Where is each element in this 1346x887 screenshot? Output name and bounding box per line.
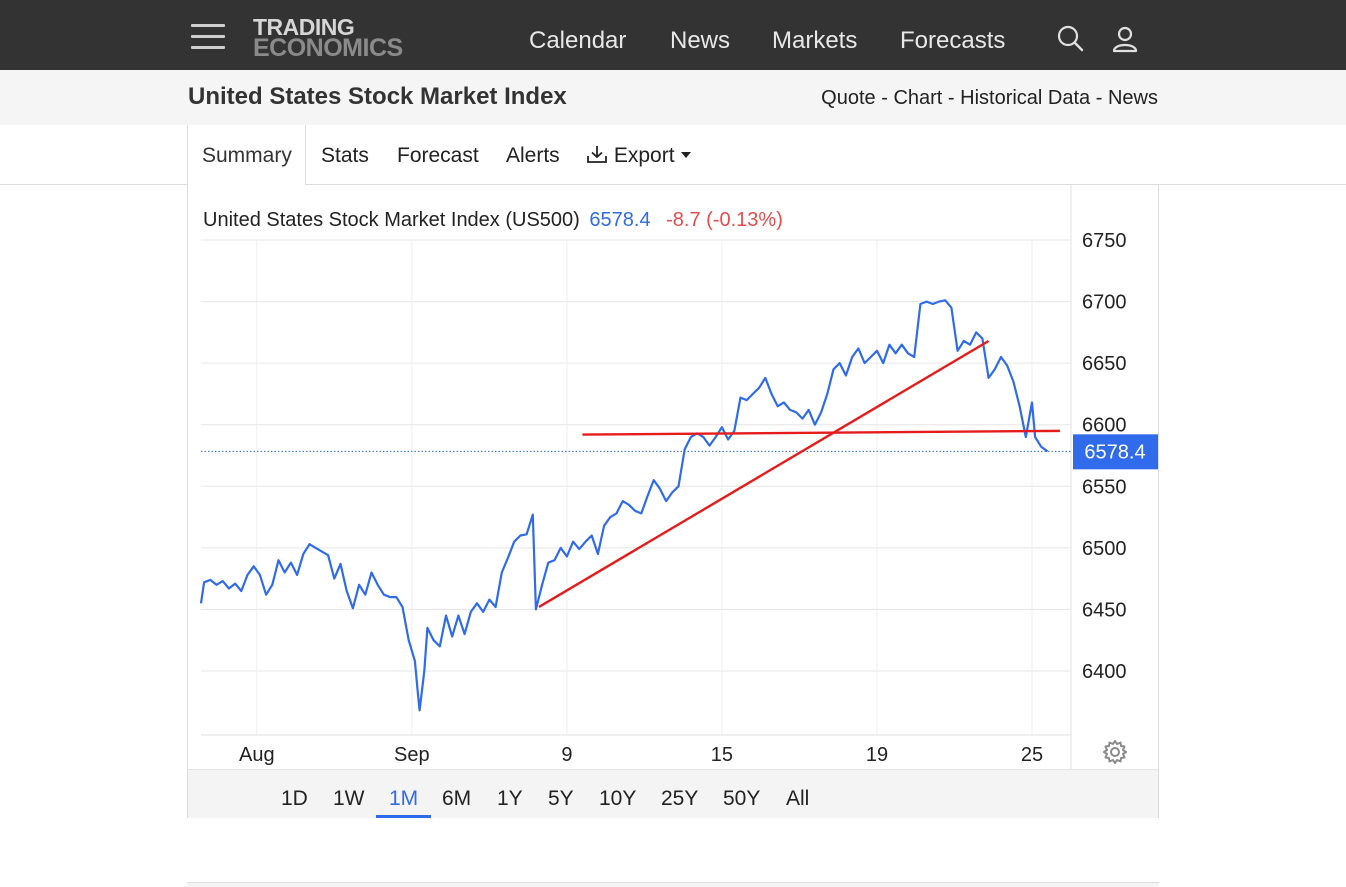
tab-stats[interactable]: Stats	[321, 144, 369, 167]
range-all[interactable]: All	[786, 787, 810, 810]
tab-alerts[interactable]: Alerts	[506, 144, 560, 167]
next-section-edge	[187, 882, 1159, 887]
x-tick-label: 19	[866, 744, 888, 766]
range-1m[interactable]: 1M	[389, 787, 419, 810]
tab-export[interactable]: Export	[586, 144, 692, 168]
range-active-underline	[376, 815, 431, 818]
x-tick-label: Sep	[394, 744, 430, 766]
last-value-label: 6578.4	[1084, 441, 1145, 463]
user-icon[interactable]	[1110, 24, 1140, 54]
range-bar	[188, 769, 1158, 818]
y-axis: 6400 6450 6500 6550 6600 6650 6700 6750	[1082, 230, 1127, 683]
chart-header: United States Stock Market Index (US500)…	[203, 209, 783, 232]
range-6m[interactable]: 6M	[442, 787, 472, 810]
y-tick-label: 6600	[1082, 415, 1127, 437]
chart-price: 6578.4	[589, 209, 651, 231]
range-50y[interactable]: 50Y	[723, 787, 761, 810]
chart-title: United States Stock Market Index (US500)	[203, 209, 580, 231]
tab-summary[interactable]: Summary	[202, 144, 292, 167]
logo-line2: ECONOMICS	[253, 34, 403, 62]
range-5y[interactable]: 5Y	[548, 787, 574, 810]
tab-forecast[interactable]: Forecast	[397, 144, 479, 167]
crumb-sep: -	[947, 87, 955, 109]
y-tick-label: 6650	[1082, 353, 1127, 375]
nav-news[interactable]: News	[670, 27, 731, 54]
chart-change: -8.7 (-0.13%)	[666, 209, 783, 231]
hamburger-menu-icon[interactable]	[191, 24, 225, 52]
breadcrumb: Quote - Chart - Historical Data - News	[821, 87, 1158, 110]
crumb-historical-data[interactable]: Historical Data	[960, 87, 1091, 109]
x-tick-label: 15	[711, 744, 733, 766]
range-1w[interactable]: 1W	[333, 787, 365, 810]
x-tick-label: 9	[561, 744, 572, 766]
search-icon[interactable]	[1056, 24, 1086, 54]
chart-grid	[201, 185, 1072, 769]
x-axis: Aug Sep 9 15 19 25	[239, 744, 1043, 766]
y-tick-label: 6700	[1082, 292, 1127, 314]
page-title: United States Stock Market Index	[188, 83, 567, 110]
gear-icon[interactable]	[1102, 739, 1128, 765]
tab-summary-bg	[187, 125, 306, 185]
download-icon	[587, 146, 607, 163]
range-25y[interactable]: 25Y	[661, 787, 699, 810]
y-tick-label: 6750	[1082, 230, 1127, 252]
series-line	[199, 299, 1049, 712]
title-bar	[0, 70, 1346, 125]
tabs-divider	[0, 184, 1346, 185]
plot-area: 6578.4	[199, 299, 1158, 712]
logo-line1: TRADING	[253, 14, 355, 40]
range-1d[interactable]: 1D	[281, 787, 308, 810]
trendline	[582, 429, 1060, 436]
crumb-news[interactable]: News	[1107, 87, 1158, 109]
x-tick-label: 25	[1021, 744, 1043, 766]
crumb-sep: -	[1095, 87, 1103, 109]
export-label: Export	[613, 144, 675, 167]
y-tick-label: 6550	[1082, 476, 1127, 498]
y-tick-label: 6450	[1082, 599, 1127, 621]
crumb-quote[interactable]: Quote	[821, 87, 876, 109]
logo[interactable]: TRADING ECONOMICS	[253, 14, 403, 62]
range-10y[interactable]: 10Y	[599, 787, 637, 810]
nav-forecasts[interactable]: Forecasts	[900, 27, 1006, 54]
nav-markets[interactable]: Markets	[772, 27, 858, 54]
nav-calendar[interactable]: Calendar	[529, 27, 627, 54]
caret-down-icon	[681, 152, 692, 158]
crumb-chart[interactable]: Chart	[893, 87, 943, 109]
x-tick-label: Aug	[239, 744, 275, 766]
y-tick-label: 6500	[1082, 538, 1127, 560]
y-tick-label: 6400	[1082, 661, 1127, 683]
crumb-sep: -	[881, 87, 888, 109]
trendline	[538, 339, 990, 608]
last-value-tag	[1073, 434, 1158, 470]
range-1y[interactable]: 1Y	[497, 787, 523, 810]
